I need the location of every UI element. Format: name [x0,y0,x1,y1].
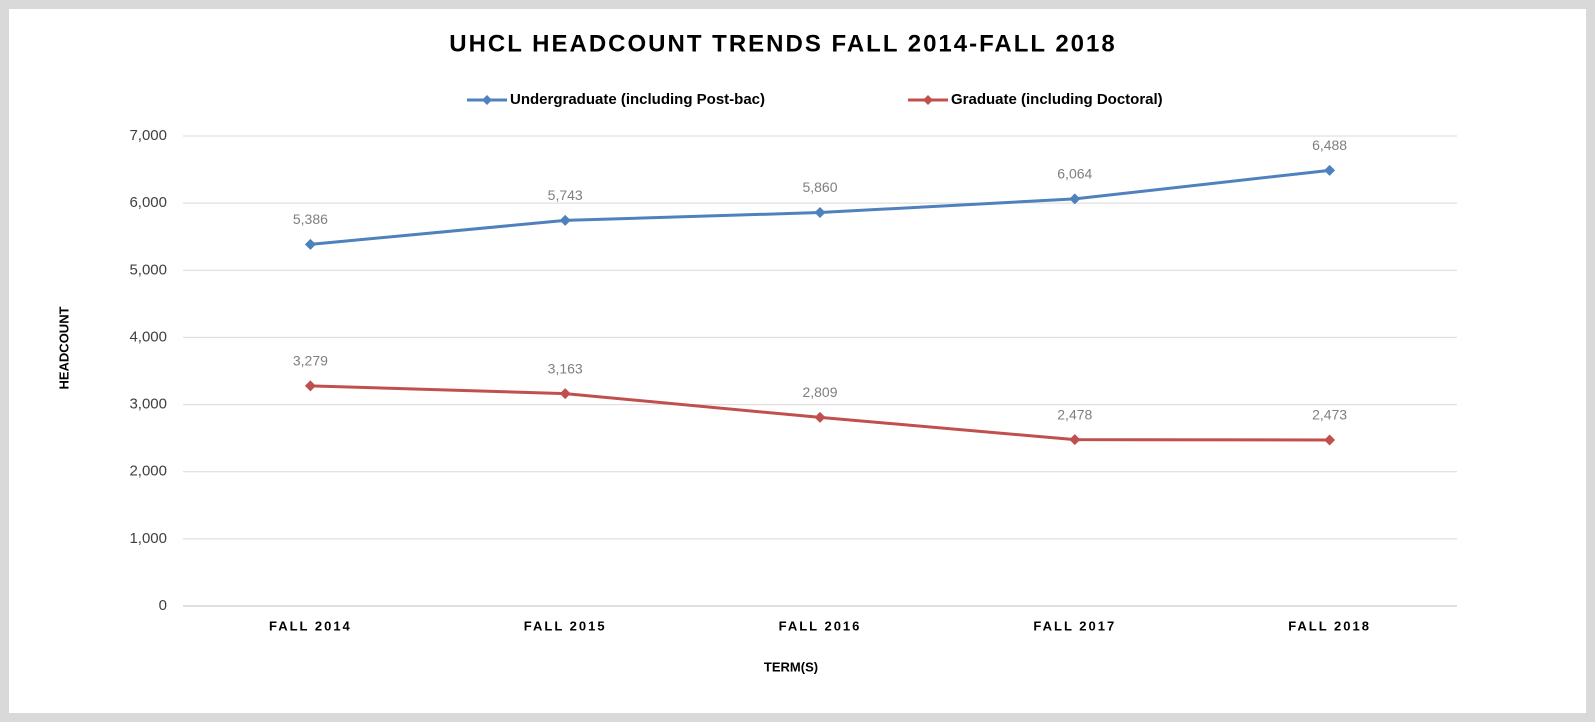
y-axis-label: HEADCOUNT [56,306,71,389]
data-label: 6,064 [1057,166,1092,182]
data-point [1069,193,1081,205]
data-label: 6,488 [1312,137,1347,153]
legend-marker [923,95,933,105]
data-point [1069,434,1081,446]
data-label: 2,478 [1057,406,1092,422]
data-label: 2,473 [1312,407,1347,423]
data-point [1324,164,1336,176]
data-label: 3,163 [548,360,583,376]
x-tick-label: FALL 2015 [524,618,607,633]
data-label: 5,860 [802,179,837,195]
y-tick-label: 1,000 [129,530,167,547]
x-axis-label: TERM(S) [764,659,818,674]
y-tick-label: 0 [159,597,167,614]
data-label: 5,386 [293,211,328,227]
data-point [304,238,316,250]
legend-label: Graduate (including Doctoral) [951,91,1163,108]
legend-marker [482,95,492,105]
x-tick-label: FALL 2017 [1033,618,1116,633]
data-point [559,388,571,400]
y-tick-label: 4,000 [129,328,167,345]
x-tick-label: FALL 2016 [779,618,862,633]
data-point [814,411,826,423]
legend-label: Undergraduate (including Post-bac) [510,91,765,108]
data-label: 2,809 [802,384,837,400]
data-point [559,214,571,226]
x-tick-label: FALL 2014 [269,618,352,633]
y-tick-label: 5,000 [129,261,167,278]
chart-title: UHCL HEADCOUNT TRENDS FALL 2014-FALL 201… [449,30,1116,57]
data-point [814,207,826,219]
y-tick-label: 7,000 [129,127,167,144]
data-label: 3,279 [293,353,328,369]
y-tick-label: 3,000 [129,396,167,413]
data-point [304,380,316,392]
y-tick-label: 2,000 [129,463,167,480]
x-tick-label: FALL 2018 [1288,618,1371,633]
y-tick-label: 6,000 [129,194,167,211]
data-label: 5,743 [548,187,583,203]
data-point [1324,434,1336,446]
